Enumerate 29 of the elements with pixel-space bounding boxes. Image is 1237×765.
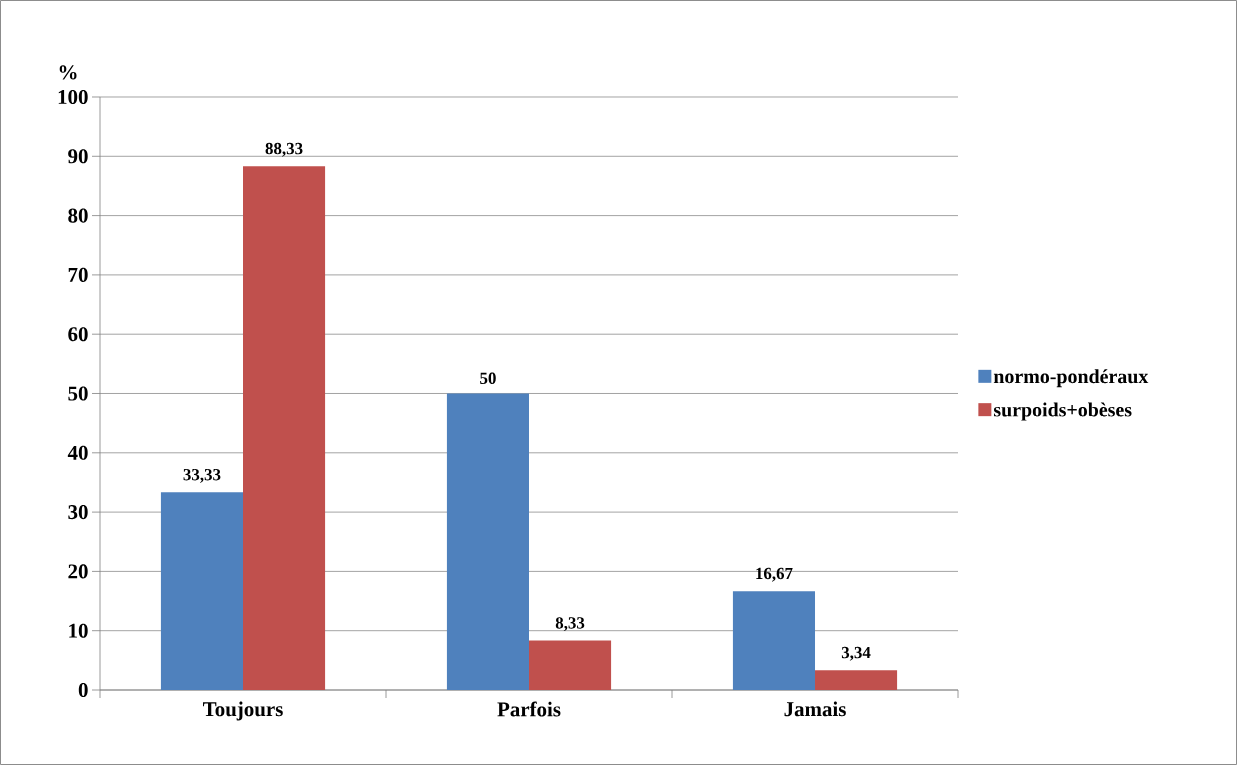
y-tick-label: 0	[78, 682, 88, 698]
data-label: 16,67	[756, 567, 793, 582]
y-tick-label: 80	[68, 208, 88, 223]
y-tick-label: 10	[69, 623, 88, 638]
data-label: 88,33	[265, 142, 303, 157]
x-tick-label: Parfois	[497, 701, 561, 717]
x-tick-label: Jamais	[784, 701, 846, 717]
y-tick-label: 90	[68, 149, 88, 164]
y-axis-title: %	[59, 65, 77, 80]
data-label: 33,33	[183, 468, 221, 483]
bar	[815, 670, 898, 690]
bar	[446, 393, 529, 690]
data-label: 8,33	[555, 617, 585, 632]
y-tick-label: 20	[68, 564, 88, 579]
y-tick-label: 40	[67, 445, 88, 460]
data-label: 3,34	[841, 646, 871, 661]
legend-label: normo-pondéraux	[993, 369, 1149, 388]
bar	[732, 591, 816, 690]
legend-label: surpoids+obèses	[993, 402, 1132, 421]
bar	[160, 492, 243, 690]
y-tick-label: 100	[58, 89, 88, 105]
x-tick-label: Toujours	[203, 701, 283, 721]
y-tick-label: 70	[68, 267, 88, 282]
y-tick-label: 30	[68, 505, 88, 520]
y-tick-label: 60	[68, 327, 88, 342]
bar	[529, 640, 612, 690]
y-tick-label: 50	[68, 386, 88, 401]
bar	[243, 166, 326, 690]
data-label: 50	[480, 372, 496, 384]
